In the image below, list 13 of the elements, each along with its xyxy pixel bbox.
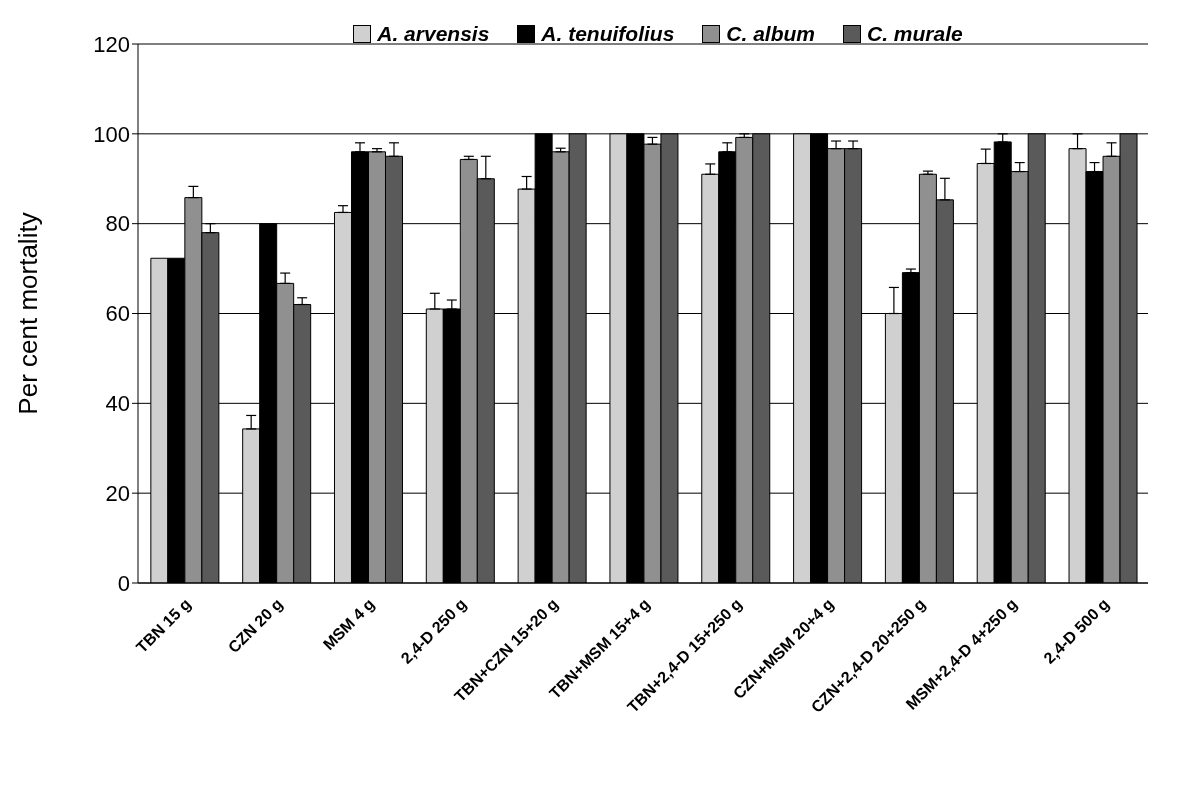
x-tick-label: TBN 15 g: [132, 595, 195, 657]
legend-label: C. album: [726, 22, 816, 46]
legend-label: A. tenuifolius: [541, 22, 675, 46]
y-axis-title: Per cent mortality: [13, 212, 44, 415]
y-tick-label: 60: [105, 301, 130, 327]
y-tick-label: 0: [117, 570, 130, 596]
y-tick-label: 40: [105, 391, 130, 417]
y-tick-label: 120: [93, 31, 130, 57]
y-tick-label: 100: [93, 121, 130, 147]
y-tick-label: 20: [105, 480, 130, 506]
legend-label: A. arvensis: [377, 22, 490, 46]
legend-label: C. murale: [867, 22, 963, 46]
y-tick-label: 80: [105, 211, 130, 237]
